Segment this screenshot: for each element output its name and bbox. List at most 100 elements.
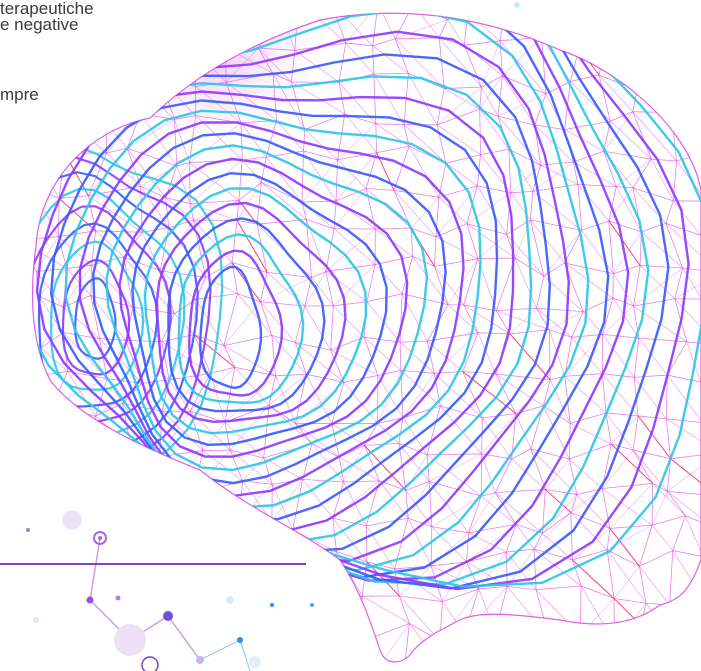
mesh-edge bbox=[307, 589, 329, 602]
mesh-edge bbox=[32, 625, 62, 660]
mesh-edge bbox=[583, 297, 614, 312]
mesh-edge bbox=[494, 631, 537, 662]
mesh-edge bbox=[613, 273, 634, 307]
mesh-edge bbox=[669, 603, 701, 606]
mesh-edge bbox=[330, 13, 373, 47]
mesh-edge bbox=[265, 120, 277, 158]
mesh-edge bbox=[268, 375, 276, 406]
mesh-edge bbox=[304, 129, 338, 161]
mesh-edge bbox=[325, 271, 368, 303]
mesh-edge bbox=[296, 555, 309, 591]
contour-line bbox=[167, 217, 326, 413]
mesh-edge bbox=[495, 489, 546, 494]
mesh-edge bbox=[610, 111, 633, 122]
mesh-edge bbox=[632, 415, 639, 451]
mesh-edge bbox=[395, 19, 448, 40]
mesh-edge bbox=[310, 666, 329, 671]
mesh-edge bbox=[670, 632, 701, 640]
mesh-edge bbox=[107, 588, 134, 599]
mesh-edge bbox=[602, 305, 634, 335]
mesh-edge bbox=[141, 487, 159, 497]
mesh-edge bbox=[602, 449, 634, 489]
mesh-edge bbox=[506, 586, 550, 638]
mesh-edge bbox=[428, 481, 433, 527]
mesh-edge bbox=[541, 13, 550, 38]
mesh-edge bbox=[479, 75, 503, 110]
contour-line bbox=[32, 53, 552, 554]
mesh-edge bbox=[510, 165, 541, 193]
mesh-edge bbox=[176, 162, 190, 167]
mesh-edge bbox=[329, 666, 372, 671]
mesh-edge bbox=[634, 374, 668, 378]
mesh-edge bbox=[665, 49, 675, 83]
network-decoration bbox=[26, 510, 314, 671]
mesh-edge bbox=[192, 494, 240, 521]
mesh-edge bbox=[579, 635, 604, 662]
mesh-edge bbox=[159, 456, 194, 496]
mesh-edge bbox=[468, 3, 507, 12]
mesh-edge bbox=[567, 635, 581, 662]
mesh-edge bbox=[104, 487, 142, 497]
mesh-edge bbox=[499, 13, 507, 41]
mesh-edge bbox=[617, 13, 651, 40]
mesh-edge bbox=[640, 624, 669, 662]
mesh-edge bbox=[612, 297, 634, 307]
mesh-edge bbox=[59, 195, 89, 199]
mesh-edge bbox=[332, 641, 373, 662]
contour-line bbox=[131, 171, 388, 447]
mesh-edge bbox=[542, 494, 578, 534]
mesh-edge bbox=[427, 453, 482, 456]
mesh-edge bbox=[466, 223, 516, 259]
mesh-edge bbox=[606, 549, 640, 567]
mesh-edge bbox=[32, 593, 70, 630]
contour-line bbox=[143, 187, 368, 435]
mesh-edge bbox=[330, 349, 378, 376]
mesh-edge bbox=[464, 633, 475, 662]
mesh-edge bbox=[332, 481, 344, 519]
mesh-edge bbox=[610, 120, 652, 160]
mesh-edge bbox=[163, 624, 174, 662]
mesh-edge bbox=[34, 482, 40, 515]
mesh-edge bbox=[405, 490, 409, 519]
mesh-edge bbox=[667, 632, 671, 662]
mesh-edge bbox=[161, 410, 204, 451]
mesh-edge bbox=[171, 567, 197, 570]
mesh-edge bbox=[24, 40, 30, 88]
mesh-edge bbox=[305, 590, 309, 627]
mesh-edge bbox=[330, 13, 347, 44]
contour-line bbox=[32, 13, 590, 572]
mesh-edge bbox=[543, 262, 565, 277]
mesh-edge bbox=[276, 633, 311, 662]
mesh-edge bbox=[372, 13, 379, 46]
mesh-edge bbox=[32, 420, 75, 444]
mesh-edge bbox=[650, 39, 675, 51]
mesh-edge bbox=[541, 489, 546, 534]
mesh-edge bbox=[191, 569, 198, 605]
mesh-edge bbox=[240, 122, 243, 160]
mesh-edge bbox=[311, 277, 334, 307]
mesh-edge bbox=[238, 159, 243, 201]
mesh-edge bbox=[671, 112, 701, 150]
mesh-edge bbox=[66, 268, 92, 296]
mesh-edge bbox=[134, 16, 176, 47]
mesh-edge bbox=[331, 423, 365, 446]
brain-outline bbox=[31, 12, 701, 663]
mesh-edge bbox=[229, 449, 243, 482]
mesh-edge bbox=[306, 219, 335, 230]
mesh-edge bbox=[328, 641, 362, 662]
mesh-edge bbox=[67, 529, 99, 561]
mesh-edge bbox=[163, 48, 196, 87]
mesh-edge bbox=[242, 480, 273, 522]
mesh-edge bbox=[545, 489, 577, 495]
mesh-edge bbox=[260, 301, 296, 343]
mesh-edge bbox=[435, 633, 465, 660]
mesh-edge bbox=[665, 222, 701, 274]
mesh-edge bbox=[32, 376, 35, 421]
mesh-edge bbox=[375, 123, 405, 126]
mesh-edge bbox=[99, 338, 143, 384]
mesh-edge bbox=[32, 152, 36, 187]
contour-line bbox=[74, 277, 117, 360]
mesh-edge bbox=[515, 524, 535, 550]
mesh-edge bbox=[372, 38, 396, 47]
mesh-edge bbox=[581, 230, 614, 274]
